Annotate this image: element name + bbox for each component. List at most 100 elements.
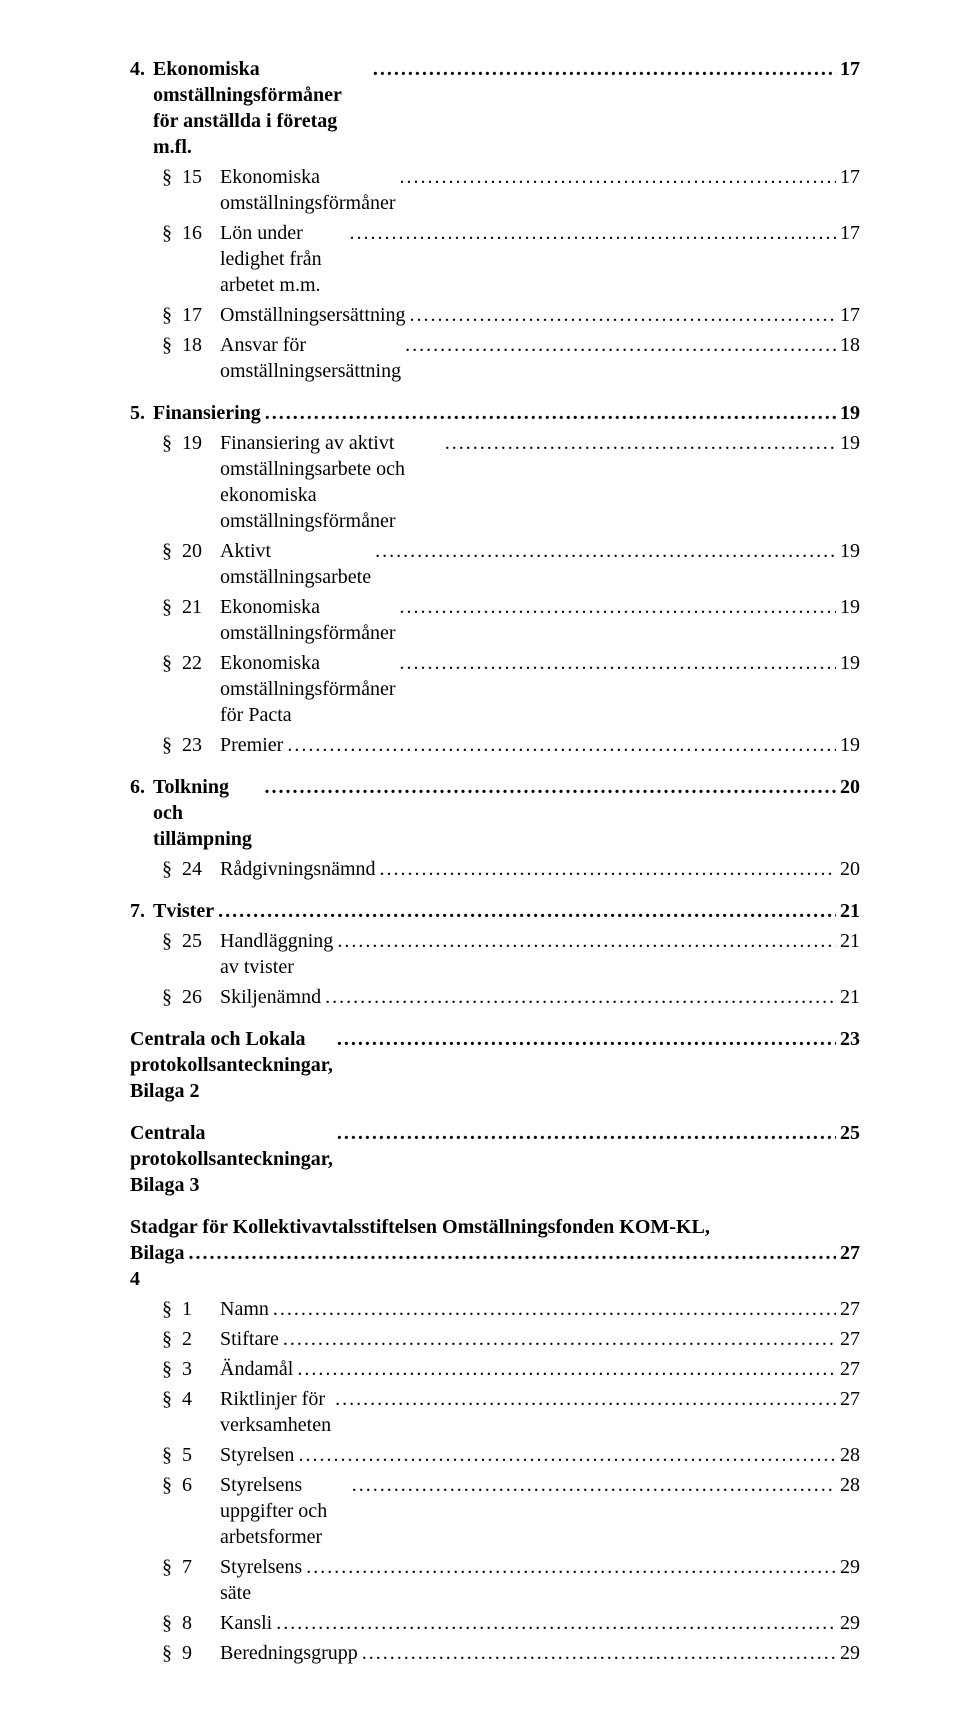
section-title: Tvister bbox=[153, 898, 214, 924]
section-symbol: § bbox=[162, 594, 182, 620]
leader-dots: ........................................… bbox=[261, 400, 836, 426]
sub-title: Rådgivningsnämnd bbox=[220, 856, 376, 882]
sub-page: 28 bbox=[836, 1472, 860, 1498]
section-title: Centrala protokollsanteckningar, Bilaga … bbox=[130, 1120, 333, 1198]
section-title-line1: Stadgar för Kollektivavtalsstiftelsen Om… bbox=[130, 1214, 860, 1240]
section-page: 27 bbox=[836, 1240, 860, 1266]
toc-sub-24: § 24 Rådgivningsnämnd ..................… bbox=[162, 856, 860, 882]
section-page: 19 bbox=[836, 400, 860, 426]
sub-number: 6 bbox=[182, 1472, 220, 1498]
leader-dots: ........................................… bbox=[396, 650, 836, 676]
section-symbol: § bbox=[162, 1472, 182, 1498]
toc-sub-16: § 16 Lön under ledighet från arbetet m.m… bbox=[162, 220, 860, 298]
section-page: 25 bbox=[836, 1120, 860, 1146]
leader-dots: ........................................… bbox=[293, 1356, 836, 1382]
toc-sub-b8: § 8 Kansli .............................… bbox=[162, 1610, 860, 1636]
sub-title: Handläggning av tvister bbox=[220, 928, 333, 980]
section-title: Tolkning och tillämpning bbox=[153, 774, 261, 852]
section-page: 21 bbox=[836, 898, 860, 924]
toc-sub-b2: § 2 Stiftare ...........................… bbox=[162, 1326, 860, 1352]
section-title: Finansiering bbox=[153, 400, 261, 426]
sub-page: 17 bbox=[836, 220, 860, 246]
sub-number: 9 bbox=[182, 1640, 220, 1666]
toc-sub-b7: § 7 Styrelsens säte ....................… bbox=[162, 1554, 860, 1606]
sub-page: 19 bbox=[836, 594, 860, 620]
sub-page: 27 bbox=[836, 1386, 860, 1412]
sub-number: 7 bbox=[182, 1554, 220, 1580]
sub-number: 16 bbox=[182, 220, 220, 246]
sub-number: 1 bbox=[182, 1296, 220, 1322]
section-number: 5. bbox=[130, 400, 153, 426]
sub-title: Finansiering av aktivt omställningsarbet… bbox=[220, 430, 441, 534]
toc-sub-b1: § 1 Namn ...............................… bbox=[162, 1296, 860, 1322]
leader-dots: ........................................… bbox=[358, 1640, 836, 1666]
sub-page: 27 bbox=[836, 1296, 860, 1322]
sub-page: 21 bbox=[836, 928, 860, 954]
sub-number: 24 bbox=[182, 856, 220, 882]
sub-number: 23 bbox=[182, 732, 220, 758]
sub-number: 21 bbox=[182, 594, 220, 620]
sub-number: 8 bbox=[182, 1610, 220, 1636]
sub-title: Stiftare bbox=[220, 1326, 279, 1352]
toc-sub-19: § 19 Finansiering av aktivt omställnings… bbox=[162, 430, 860, 534]
sub-title: Ekonomiska omställningsförmåner för Pact… bbox=[220, 650, 396, 728]
sub-page: 19 bbox=[836, 538, 860, 564]
sub-number: 4 bbox=[182, 1386, 220, 1412]
leader-dots: ........................................… bbox=[369, 56, 836, 82]
toc-sub-b6: § 6 Styrelsens uppgifter och arbetsforme… bbox=[162, 1472, 860, 1550]
toc-section-bilaga3: Centrala protokollsanteckningar, Bilaga … bbox=[130, 1120, 860, 1198]
sub-title: Styrelsen bbox=[220, 1442, 294, 1468]
toc-sub-26: § 26 Skiljenämnd .......................… bbox=[162, 984, 860, 1010]
sub-title: Beredningsgrupp bbox=[220, 1640, 358, 1666]
sub-number: 3 bbox=[182, 1356, 220, 1382]
sub-page: 27 bbox=[836, 1326, 860, 1352]
sub-number: 5 bbox=[182, 1442, 220, 1468]
sub-title: Ändamål bbox=[220, 1356, 293, 1382]
toc-sub-17: § 17 Omställningsersättning ............… bbox=[162, 302, 860, 328]
toc-sub-b4: § 4 Riktlinjer för verksamheten ........… bbox=[162, 1386, 860, 1438]
section-symbol: § bbox=[162, 332, 182, 358]
toc-sub-b5: § 5 Styrelsen ..........................… bbox=[162, 1442, 860, 1468]
leader-dots: ........................................… bbox=[333, 1120, 836, 1146]
section-number: 4. bbox=[130, 56, 153, 82]
toc-section-4: 4. Ekonomiska omställningsförmåner för a… bbox=[130, 56, 860, 160]
section-number: 7. bbox=[130, 898, 153, 924]
section-symbol: § bbox=[162, 538, 182, 564]
leader-dots: ........................................… bbox=[279, 1326, 836, 1352]
sub-number: 15 bbox=[182, 164, 220, 190]
section-symbol: § bbox=[162, 1610, 182, 1636]
section-symbol: § bbox=[162, 928, 182, 954]
sub-title: Skiljenämnd bbox=[220, 984, 321, 1010]
sub-number: 18 bbox=[182, 332, 220, 358]
leader-dots: ........................................… bbox=[401, 332, 836, 358]
toc-section-bilaga2: Centrala och Lokala protokollsanteckning… bbox=[130, 1026, 860, 1104]
section-symbol: § bbox=[162, 164, 182, 190]
leader-dots: ........................................… bbox=[214, 898, 836, 924]
section-symbol: § bbox=[162, 732, 182, 758]
section-symbol: § bbox=[162, 984, 182, 1010]
sub-title: Lön under ledighet från arbetet m.m. bbox=[220, 220, 345, 298]
toc-sub-23: § 23 Premier ...........................… bbox=[162, 732, 860, 758]
section-symbol: § bbox=[162, 302, 182, 328]
toc-section-6: 6. Tolkning och tillämpning ............… bbox=[130, 774, 860, 852]
leader-dots: ........................................… bbox=[294, 1442, 836, 1468]
leader-dots: ........................................… bbox=[371, 538, 836, 564]
sub-page: 28 bbox=[836, 1442, 860, 1468]
sub-title: Namn bbox=[220, 1296, 269, 1322]
sub-title: Riktlinjer för verksamheten bbox=[220, 1386, 331, 1438]
sub-title: Ansvar för omställningsersättning bbox=[220, 332, 401, 384]
sub-page: 17 bbox=[836, 302, 860, 328]
sub-number: 17 bbox=[182, 302, 220, 328]
leader-dots: ........................................… bbox=[272, 1610, 836, 1636]
sub-number: 19 bbox=[182, 430, 220, 456]
leader-dots: ........................................… bbox=[184, 1240, 836, 1266]
leader-dots: ........................................… bbox=[333, 928, 836, 954]
toc-sub-20: § 20 Aktivt omställningsarbete .........… bbox=[162, 538, 860, 590]
sub-page: 17 bbox=[836, 164, 860, 190]
section-symbol: § bbox=[162, 1326, 182, 1352]
sub-page: 19 bbox=[836, 732, 860, 758]
section-title-line2: Bilaga 4 bbox=[130, 1240, 184, 1292]
sub-title: Ekonomiska omställningsförmåner bbox=[220, 594, 396, 646]
leader-dots: ........................................… bbox=[406, 302, 836, 328]
sub-page: 29 bbox=[836, 1554, 860, 1580]
